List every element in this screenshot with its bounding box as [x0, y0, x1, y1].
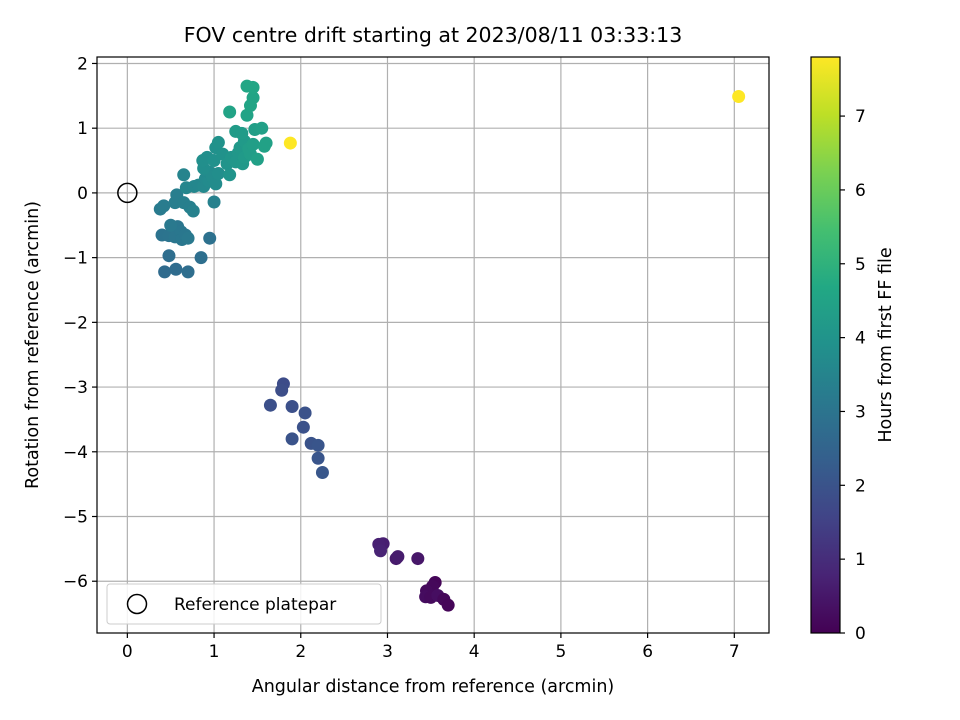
data-point [177, 168, 191, 182]
colorbar-bar [810, 56, 841, 634]
data-point [223, 168, 237, 182]
chart-title: FOV centre drift starting at 2023/08/11 … [184, 23, 683, 47]
data-point [203, 231, 217, 245]
x-tick-label: 0 [122, 642, 133, 662]
data-point [181, 265, 195, 279]
y-tick-label: −6 [63, 572, 88, 592]
legend-label: Reference platepar [174, 595, 336, 615]
legend-box [106, 583, 382, 625]
grid [97, 57, 769, 633]
data-point [157, 199, 171, 213]
data-point [235, 126, 249, 140]
y-tick-label: 1 [77, 119, 88, 139]
x-tick-label: 1 [209, 642, 220, 662]
data-point [285, 399, 299, 413]
colorbar-tick-label: 5 [855, 255, 866, 275]
plot-frame [96, 56, 770, 634]
y-tick-label: 0 [77, 184, 88, 204]
colorbar-tick-label: 1 [855, 550, 866, 570]
x-axis-label: Angular distance from reference (arcmin) [252, 677, 615, 697]
data-point [283, 136, 297, 150]
data-point [164, 218, 178, 232]
y-tick-label: −4 [63, 443, 88, 463]
data-point [211, 166, 225, 180]
colorbar-tick-label: 2 [855, 476, 866, 496]
data-point [209, 177, 223, 191]
data-point [259, 136, 273, 150]
data-point [194, 251, 208, 265]
y-axis-label: Rotation from reference (arcmin) [23, 201, 43, 489]
data-point [275, 383, 289, 397]
x-tick-label: 7 [729, 642, 740, 662]
y-tick-label: −2 [63, 313, 88, 333]
data-point [441, 598, 455, 612]
data-point [158, 265, 172, 279]
colorbar-tick-label: 0 [855, 624, 866, 644]
colorbar-ticks: 0 1 2 3 4 5 6 7 [840, 107, 866, 644]
colorbar: 0 1 2 3 4 5 6 7 Hours from first FF file [810, 56, 896, 644]
x-tick-label: 5 [555, 642, 566, 662]
data-point [181, 231, 195, 245]
data-point [255, 121, 269, 135]
data-point [311, 451, 325, 465]
colorbar-label: Hours from first FF file [876, 247, 896, 442]
colorbar-tick-label: 4 [855, 329, 866, 349]
data-point [250, 152, 264, 166]
data-point [298, 406, 312, 420]
y-tick-label: 2 [77, 54, 88, 74]
x-tick-label: 4 [469, 642, 480, 662]
x-tick-label: 2 [295, 642, 306, 662]
data-point [246, 80, 260, 94]
data-point [169, 262, 183, 276]
data-point [223, 105, 237, 119]
data-point [207, 195, 221, 209]
data-point [263, 398, 277, 412]
y-axis-ticks: 2 1 0 −1 −2 −3 −4 −5 −6 [63, 54, 97, 592]
data-points [153, 79, 746, 612]
y-tick-label: −1 [63, 249, 88, 269]
data-point [211, 135, 225, 149]
data-point [162, 249, 176, 263]
reference-marker [117, 182, 138, 204]
data-point [285, 432, 299, 446]
data-point [246, 91, 260, 105]
colorbar-tick-label: 6 [855, 181, 866, 201]
data-point [186, 204, 200, 218]
x-axis-ticks: 0 1 2 3 4 5 6 7 [122, 633, 740, 662]
legend: Reference platepar [106, 583, 382, 625]
data-point [732, 89, 746, 103]
data-point [296, 420, 310, 434]
data-point [374, 544, 388, 558]
data-point [411, 552, 425, 566]
data-point [246, 137, 260, 151]
x-tick-label: 3 [382, 642, 393, 662]
y-tick-label: −3 [63, 378, 88, 398]
data-point [391, 550, 405, 564]
data-point [315, 465, 329, 479]
colorbar-tick-label: 3 [855, 402, 866, 422]
x-tick-label: 6 [642, 642, 653, 662]
legend-marker [126, 593, 148, 615]
y-tick-label: −5 [63, 508, 88, 528]
colorbar-tick-label: 7 [855, 107, 866, 127]
data-point [311, 438, 325, 452]
